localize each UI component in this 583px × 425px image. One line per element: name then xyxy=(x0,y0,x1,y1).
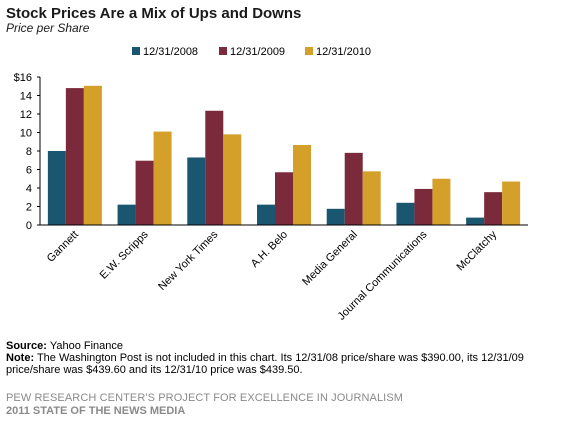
y-tick-label: 12 xyxy=(20,109,32,121)
bar xyxy=(362,171,381,225)
bar xyxy=(432,178,451,225)
source-text: Yahoo Finance xyxy=(46,340,124,352)
source-line: Source: Yahoo Finance xyxy=(6,340,581,352)
legend-label: 12/31/2010 xyxy=(316,46,371,58)
bar xyxy=(293,144,311,225)
bar xyxy=(502,181,521,225)
bar xyxy=(117,204,136,225)
bar xyxy=(414,188,433,225)
bar xyxy=(187,157,206,225)
x-category-label: Gannett xyxy=(45,229,81,265)
footer-organization: PEW RESEARCH CENTER'S PROJECT FOR EXCELL… xyxy=(6,392,404,404)
bar xyxy=(257,204,275,225)
note-text: The Washington Post is not included in t… xyxy=(6,352,524,376)
x-category-label: McClatchy xyxy=(454,228,499,273)
y-tick-label: 2 xyxy=(26,202,32,214)
bar xyxy=(153,131,172,225)
bar xyxy=(47,151,66,225)
bar xyxy=(466,217,485,225)
note-line: Note: The Washington Post is not include… xyxy=(6,352,581,376)
legend-label: 12/31/2008 xyxy=(143,46,198,58)
y-tick-label: 6 xyxy=(26,165,32,177)
source-label: Source: xyxy=(6,340,47,352)
source-notes: Source: Yahoo Finance Note: The Washingt… xyxy=(6,340,581,376)
footer-report: 2011 STATE OF THE NEWS MEDIA xyxy=(6,405,186,417)
bar xyxy=(326,208,345,225)
legend-swatch xyxy=(305,47,313,55)
legend-swatch xyxy=(219,47,227,55)
bar xyxy=(223,134,242,225)
chart-subtitle: Price per Share xyxy=(6,21,90,35)
bar xyxy=(344,152,363,225)
bar xyxy=(65,88,84,225)
bar xyxy=(205,110,224,225)
bar xyxy=(83,85,102,225)
bar-chart: $16 14 12 10 8 6 4 2 0 Gannett E.W. Scripps New Yor… xyxy=(14,46,528,323)
x-category-label: E.W. Scripps xyxy=(98,228,151,281)
x-category-label: Media General xyxy=(300,229,360,289)
x-category-label: New York Times xyxy=(156,228,221,293)
bar xyxy=(135,160,154,225)
y-tick-label: 14 xyxy=(20,91,32,103)
y-tick-label: 10 xyxy=(20,128,32,140)
y-tick-label: 8 xyxy=(26,146,32,158)
note-label: Note: xyxy=(6,352,35,364)
bar xyxy=(484,192,503,225)
legend-label: 12/31/2009 xyxy=(230,46,285,58)
y-tick-label: 4 xyxy=(26,183,32,195)
x-category-label: A.H. Belo xyxy=(249,229,290,270)
bar xyxy=(275,172,293,225)
y-tick-label: $16 xyxy=(14,72,32,84)
legend-swatch xyxy=(132,47,140,55)
bar xyxy=(396,202,415,225)
chart-title: Stock Prices Are a Mix of Ups and Downs xyxy=(6,5,302,22)
y-tick-label: 0 xyxy=(26,220,32,232)
